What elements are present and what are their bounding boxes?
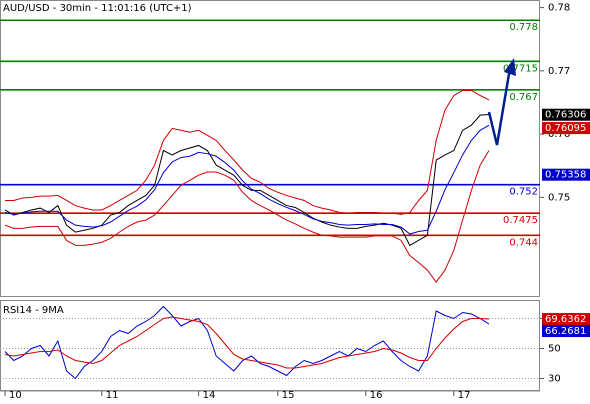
title-bg xyxy=(1,304,66,317)
price-tag xyxy=(542,313,590,326)
level-label: 0.778 xyxy=(509,22,538,33)
y-tick-label: 0.78 xyxy=(548,3,570,14)
level-label: 0.7715 xyxy=(503,63,538,74)
forecast-arrow xyxy=(487,67,512,146)
x-tick-label: 14 xyxy=(203,390,216,400)
y-tick-label: 0.76 xyxy=(548,129,570,140)
price-tag xyxy=(542,325,590,338)
price-tag xyxy=(542,122,590,135)
price-line xyxy=(4,113,490,247)
arrow-head xyxy=(504,58,516,76)
price-tag-label: 66.2681 xyxy=(545,326,586,337)
level-label: 0.7475 xyxy=(503,215,538,226)
y-tick-label: 0.75 xyxy=(548,192,570,203)
panel-title: AUD/USD - 30min - 11:01:16 (UTC+1) xyxy=(3,3,192,14)
band-line xyxy=(5,89,490,215)
price-tag-label: 0.76306 xyxy=(545,110,586,121)
x-tick-label: 11 xyxy=(106,390,119,400)
rsi-line xyxy=(4,316,490,369)
price-tag-label: 69.6362 xyxy=(545,314,586,325)
y-tick-label: 0.77 xyxy=(548,66,570,77)
price-panel xyxy=(0,0,540,297)
level-label: 0.767 xyxy=(509,92,538,103)
y-tick-label: 50 xyxy=(548,344,561,355)
x-tick-label: 10 xyxy=(9,390,22,400)
level-label: 0.752 xyxy=(509,187,538,198)
price-tag xyxy=(542,108,590,121)
price-tag-label: 0.75358 xyxy=(545,170,586,181)
price-tag xyxy=(542,168,590,181)
x-tick-label: 16 xyxy=(370,390,383,400)
y-tick-label: 30 xyxy=(548,374,561,385)
price-tag-label: 0.76095 xyxy=(545,123,586,134)
x-tick-label: 17 xyxy=(458,390,471,400)
x-tick-label: 15 xyxy=(282,390,295,400)
band-line xyxy=(4,124,490,235)
rsi-line xyxy=(4,305,490,380)
title-bg xyxy=(1,2,194,15)
rsi-panel xyxy=(0,300,540,391)
panel-title: RSI14 - 9MA xyxy=(3,305,64,316)
level-label: 0.744 xyxy=(509,237,538,248)
band-line xyxy=(4,150,490,283)
